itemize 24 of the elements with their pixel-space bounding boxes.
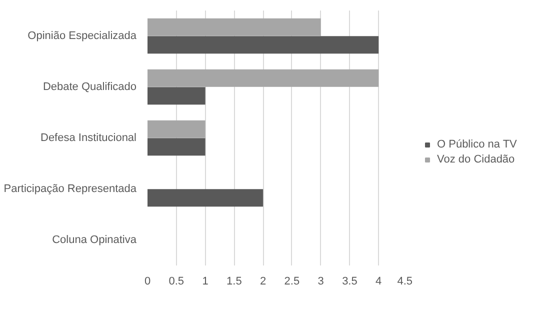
bar (148, 36, 379, 54)
bar (148, 69, 379, 87)
legend-label: O Público na TV (437, 138, 517, 150)
bar (148, 18, 321, 36)
bar (148, 120, 206, 138)
y-tick-label: Coluna Opinativa (52, 234, 138, 246)
x-tick-label: 1 (202, 276, 208, 288)
x-tick-label: 3 (318, 276, 324, 288)
x-tick-label: 4.5 (397, 276, 413, 288)
bar (148, 87, 206, 105)
y-tick-label: Defesa Institucional (40, 132, 136, 144)
y-tick-label: Opinião Especializada (28, 30, 138, 42)
bar (148, 189, 264, 207)
x-tick-label: 0 (144, 276, 151, 288)
bar (148, 138, 206, 156)
y-tick-label: Debate Qualificado (42, 81, 137, 93)
x-tick-label: 0.5 (168, 276, 184, 288)
y-tick-label: Participação Representada (4, 183, 138, 195)
x-tick-label: 3.5 (342, 276, 358, 288)
x-tick-label: 2 (260, 276, 266, 288)
legend-label: Voz do Cidadão (437, 153, 515, 165)
x-tick-label: 2.5 (284, 276, 300, 288)
x-tick-label: 4 (376, 276, 382, 288)
x-tick-label: 1.5 (226, 276, 242, 288)
